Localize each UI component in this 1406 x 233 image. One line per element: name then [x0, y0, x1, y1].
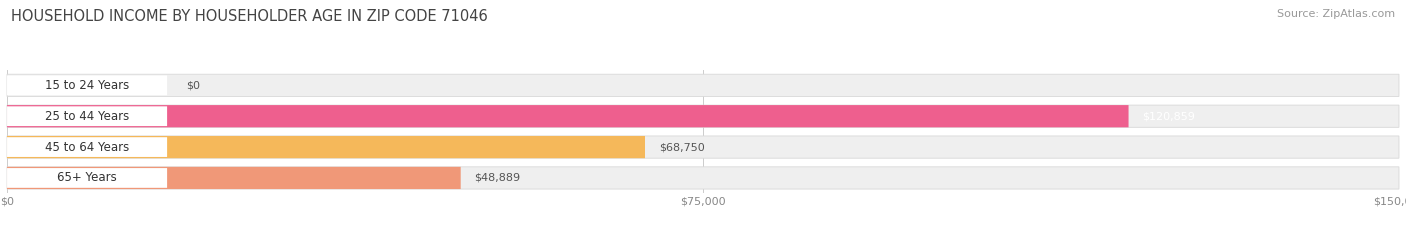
FancyBboxPatch shape	[7, 106, 167, 126]
FancyBboxPatch shape	[7, 167, 1399, 189]
FancyBboxPatch shape	[7, 137, 167, 157]
Text: 65+ Years: 65+ Years	[58, 171, 117, 185]
Text: $120,859: $120,859	[1143, 111, 1195, 121]
FancyBboxPatch shape	[7, 168, 167, 188]
Text: $48,889: $48,889	[475, 173, 520, 183]
FancyBboxPatch shape	[7, 75, 167, 95]
Text: Source: ZipAtlas.com: Source: ZipAtlas.com	[1277, 9, 1395, 19]
Text: HOUSEHOLD INCOME BY HOUSEHOLDER AGE IN ZIP CODE 71046: HOUSEHOLD INCOME BY HOUSEHOLDER AGE IN Z…	[11, 9, 488, 24]
FancyBboxPatch shape	[7, 136, 645, 158]
FancyBboxPatch shape	[7, 105, 1129, 127]
Text: $68,750: $68,750	[659, 142, 704, 152]
FancyBboxPatch shape	[7, 136, 1399, 158]
Text: 25 to 44 Years: 25 to 44 Years	[45, 110, 129, 123]
FancyBboxPatch shape	[7, 105, 1399, 127]
Text: 15 to 24 Years: 15 to 24 Years	[45, 79, 129, 92]
FancyBboxPatch shape	[7, 167, 461, 189]
Text: $0: $0	[186, 80, 200, 90]
FancyBboxPatch shape	[7, 74, 1399, 96]
Text: 45 to 64 Years: 45 to 64 Years	[45, 140, 129, 154]
